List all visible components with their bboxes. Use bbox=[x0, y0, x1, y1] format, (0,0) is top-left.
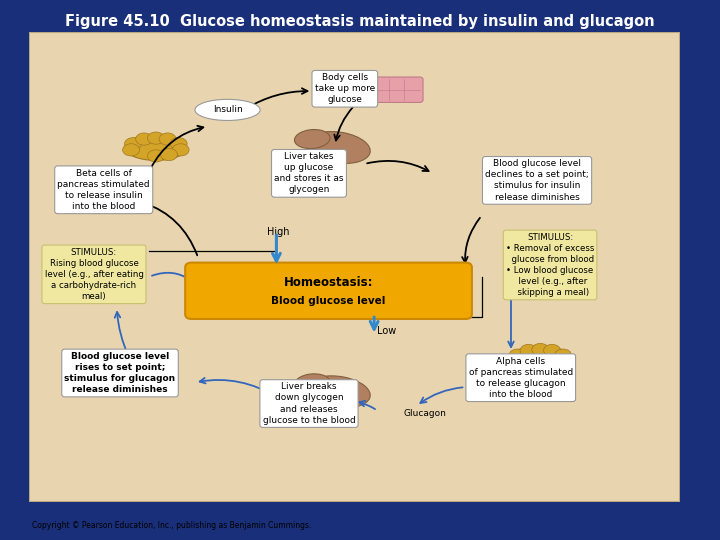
Ellipse shape bbox=[307, 376, 370, 408]
Circle shape bbox=[507, 355, 524, 367]
Circle shape bbox=[135, 133, 153, 145]
Circle shape bbox=[532, 361, 549, 374]
Circle shape bbox=[520, 345, 537, 356]
Circle shape bbox=[125, 138, 142, 150]
FancyBboxPatch shape bbox=[29, 32, 680, 502]
Text: Blood glucose level
declines to a set point;
stimulus for insulin
release dimini: Blood glucose level declines to a set po… bbox=[485, 159, 589, 201]
Text: Glucagon: Glucagon bbox=[403, 409, 446, 418]
FancyBboxPatch shape bbox=[185, 262, 472, 319]
Ellipse shape bbox=[294, 130, 330, 148]
Text: Copyright © Pearson Education, Inc., publishing as Benjamin Cummings.: Copyright © Pearson Education, Inc., pub… bbox=[32, 521, 312, 530]
Circle shape bbox=[122, 144, 140, 156]
Text: STIMULUS:
• Removal of excess
  glucose from blood
• Low blood glucose
  level (: STIMULUS: • Removal of excess glucose fr… bbox=[506, 233, 594, 297]
FancyBboxPatch shape bbox=[371, 77, 423, 103]
Circle shape bbox=[509, 349, 526, 361]
Circle shape bbox=[148, 150, 164, 162]
Circle shape bbox=[544, 345, 560, 356]
Circle shape bbox=[557, 355, 574, 367]
Circle shape bbox=[159, 133, 176, 145]
Ellipse shape bbox=[125, 134, 186, 160]
Text: Alpha cells
of pancreas stimulated
to release glucagon
into the blood: Alpha cells of pancreas stimulated to re… bbox=[469, 356, 573, 399]
Circle shape bbox=[545, 360, 562, 372]
Text: STIMULUS:
Rising blood glucose
level (e.g., after eating
a carbohydrate-rich
mea: STIMULUS: Rising blood glucose level (e.… bbox=[45, 248, 143, 301]
Text: High: High bbox=[266, 227, 289, 237]
Ellipse shape bbox=[509, 346, 571, 372]
Text: Liver breaks
down glycogen
and releases
glucose to the blood: Liver breaks down glycogen and releases … bbox=[263, 382, 356, 424]
Circle shape bbox=[161, 148, 177, 161]
Circle shape bbox=[148, 132, 164, 144]
Text: Insulin: Insulin bbox=[212, 105, 243, 114]
Text: Low: Low bbox=[377, 326, 397, 336]
Text: Beta cells of
pancreas stimulated
to release insulin
into the blood: Beta cells of pancreas stimulated to rel… bbox=[58, 168, 150, 211]
Text: Body cells
take up more
glucose: Body cells take up more glucose bbox=[315, 73, 375, 104]
Circle shape bbox=[172, 144, 189, 156]
Text: Homeostasis:: Homeostasis: bbox=[284, 276, 373, 289]
Circle shape bbox=[532, 343, 549, 356]
Text: Figure 45.10  Glucose homeostasis maintained by insulin and glucagon: Figure 45.10 Glucose homeostasis maintai… bbox=[66, 14, 654, 29]
Ellipse shape bbox=[294, 374, 330, 393]
Ellipse shape bbox=[307, 132, 370, 164]
Ellipse shape bbox=[195, 99, 260, 120]
Circle shape bbox=[170, 138, 187, 150]
Text: Liver takes
up glucose
and stores it as
glycogen: Liver takes up glucose and stores it as … bbox=[274, 152, 343, 194]
Circle shape bbox=[554, 349, 572, 361]
Text: Blood glucose level
rises to set point;
stimulus for glucagon
release diminishes: Blood glucose level rises to set point; … bbox=[65, 352, 176, 394]
Text: Blood glucose level: Blood glucose level bbox=[271, 296, 386, 306]
